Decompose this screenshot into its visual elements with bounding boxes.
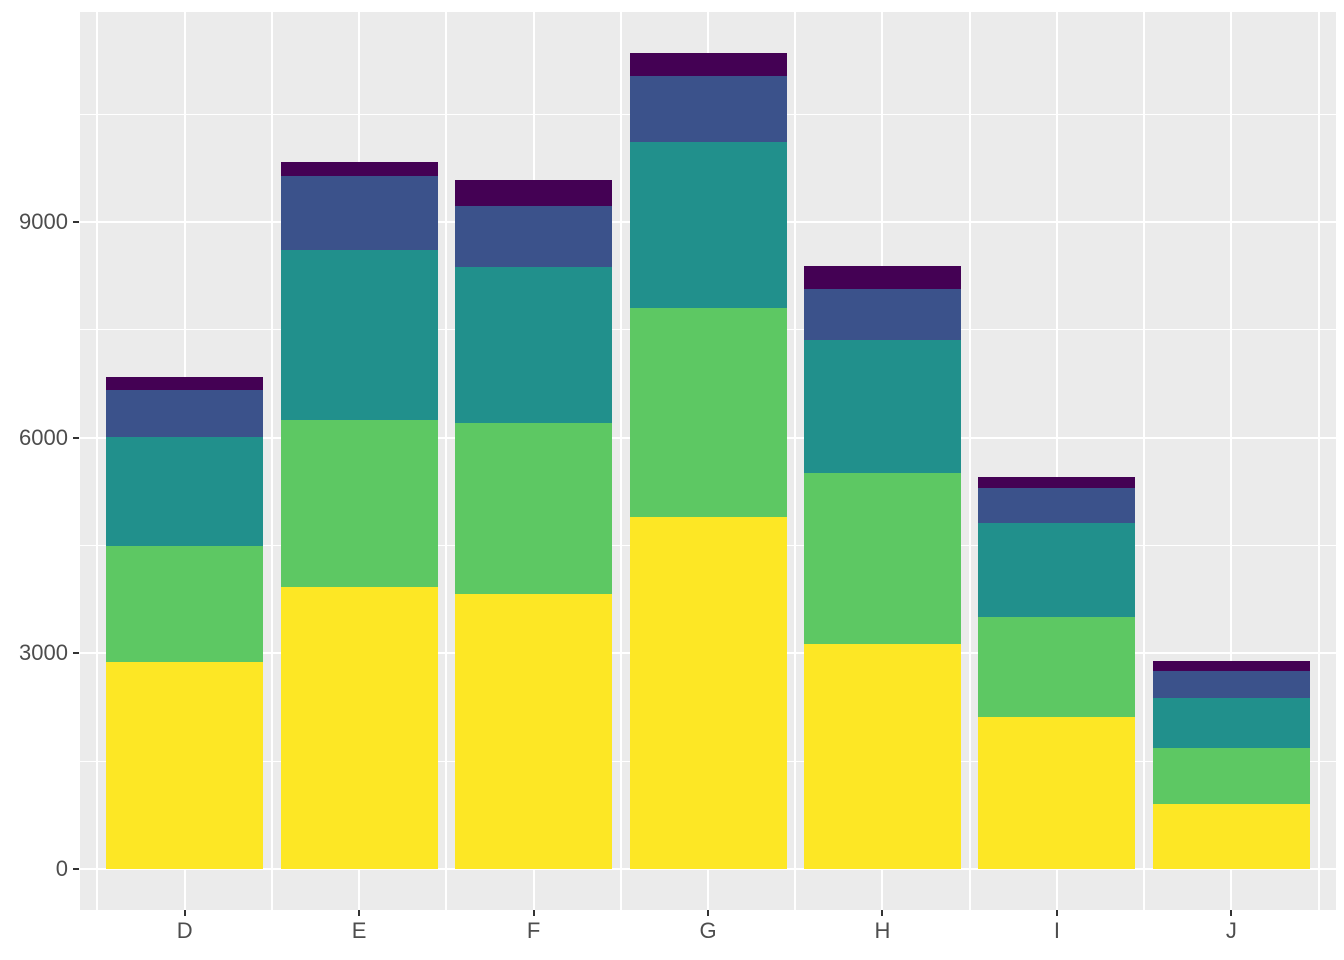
bar-E <box>280 161 438 869</box>
bar-segment-J-stack-level-5-purple <box>1152 660 1310 671</box>
bar-segment-D-stack-level-3-teal <box>106 436 264 547</box>
y-tick-label: 0 <box>55 856 68 882</box>
gridline-x-between <box>619 12 622 910</box>
y-tick-label: 9000 <box>19 208 68 234</box>
x-tick-mark <box>1230 910 1233 916</box>
x-tick-mark <box>881 910 884 916</box>
x-tick-mark <box>532 910 535 916</box>
bar-segment-E-stack-level-5-purple <box>280 161 438 176</box>
gridline-x-between <box>445 12 448 910</box>
y-tick-mark <box>73 436 79 439</box>
bar-segment-J-stack-level-3-teal <box>1152 697 1310 749</box>
bar-segment-I-stack-level-5-purple <box>978 477 1136 488</box>
x-tick-label-F: F <box>526 918 541 943</box>
bar-segment-G-stack-level-1-yellow <box>629 516 787 869</box>
bar-segment-E-stack-level-3-teal <box>280 249 438 420</box>
x-tick-label-I: I <box>1053 918 1060 943</box>
bar-segment-D-stack-level-2-green <box>106 546 264 662</box>
gridline-x-center <box>1055 12 1058 910</box>
bar-H <box>803 265 961 870</box>
bar-segment-J-stack-level-1-yellow <box>1152 804 1310 870</box>
gridline-x-between <box>96 12 99 910</box>
bar-J <box>1152 660 1310 870</box>
bar-segment-E-stack-level-1-yellow <box>280 587 438 869</box>
bar-segment-I-stack-level-1-yellow <box>978 717 1136 869</box>
bar-segment-F-stack-level-3-teal <box>455 267 613 424</box>
bar-F <box>455 179 613 869</box>
bar-segment-I-stack-level-3-teal <box>978 523 1136 618</box>
x-tick-label-H: H <box>874 918 891 943</box>
plot-panel <box>80 12 1336 910</box>
bar-segment-I-stack-level-4-blue <box>978 487 1136 524</box>
gridline-x-between <box>1317 12 1320 910</box>
x-tick-label-J: J <box>1225 918 1237 943</box>
x-tick-mark <box>707 910 709 916</box>
bar-D <box>106 377 264 869</box>
bar-segment-E-stack-level-4-blue <box>280 175 438 250</box>
bar-segment-G-stack-level-4-blue <box>629 75 787 143</box>
bar-segment-F-stack-level-1-yellow <box>455 594 613 869</box>
y-tick-label: 6000 <box>19 424 68 450</box>
x-tick-mark <box>358 910 361 916</box>
gridline-x-center <box>1230 12 1233 910</box>
gridline-x-between <box>270 12 273 910</box>
x-tick-mark <box>183 910 186 916</box>
bar-segment-H-stack-level-4-blue <box>803 288 961 340</box>
bar-segment-F-stack-level-4-blue <box>455 206 613 268</box>
bar-segment-I-stack-level-2-green <box>978 617 1136 718</box>
bar-segment-H-stack-level-5-purple <box>803 265 961 289</box>
y-tick-mark <box>73 868 79 871</box>
x-tick-label-D: D <box>176 918 193 943</box>
gridline-x-between <box>968 12 971 910</box>
gridline-x-between <box>794 12 797 910</box>
bar-G <box>629 52 787 869</box>
bar-segment-J-stack-level-2-green <box>1152 748 1310 805</box>
bar-segment-J-stack-level-4-blue <box>1152 670 1310 698</box>
bar-segment-H-stack-level-3-teal <box>803 339 961 473</box>
bar-segment-F-stack-level-5-purple <box>455 179 613 207</box>
bar-segment-F-stack-level-2-green <box>455 423 613 595</box>
bar-segment-D-stack-level-1-yellow <box>106 661 264 869</box>
bar-segment-G-stack-level-2-green <box>629 308 787 517</box>
bar-segment-E-stack-level-2-green <box>280 419 438 588</box>
bar-segment-H-stack-level-2-green <box>803 472 961 644</box>
x-tick-label-E: E <box>351 918 367 943</box>
x-tick-mark <box>1055 910 1058 916</box>
bar-segment-G-stack-level-5-purple <box>629 52 787 76</box>
bar-segment-H-stack-level-1-yellow <box>803 643 961 870</box>
bar-segment-G-stack-level-3-teal <box>629 142 787 309</box>
bar-I <box>978 477 1136 869</box>
y-tick-mark <box>73 220 79 223</box>
y-tick-mark <box>73 652 79 655</box>
y-tick-label: 3000 <box>19 640 68 666</box>
x-tick-label-G: G <box>699 918 717 943</box>
bar-segment-D-stack-level-4-blue <box>106 390 264 437</box>
bar-segment-D-stack-level-5-purple <box>106 377 264 391</box>
gridline-x-between <box>1143 12 1146 910</box>
